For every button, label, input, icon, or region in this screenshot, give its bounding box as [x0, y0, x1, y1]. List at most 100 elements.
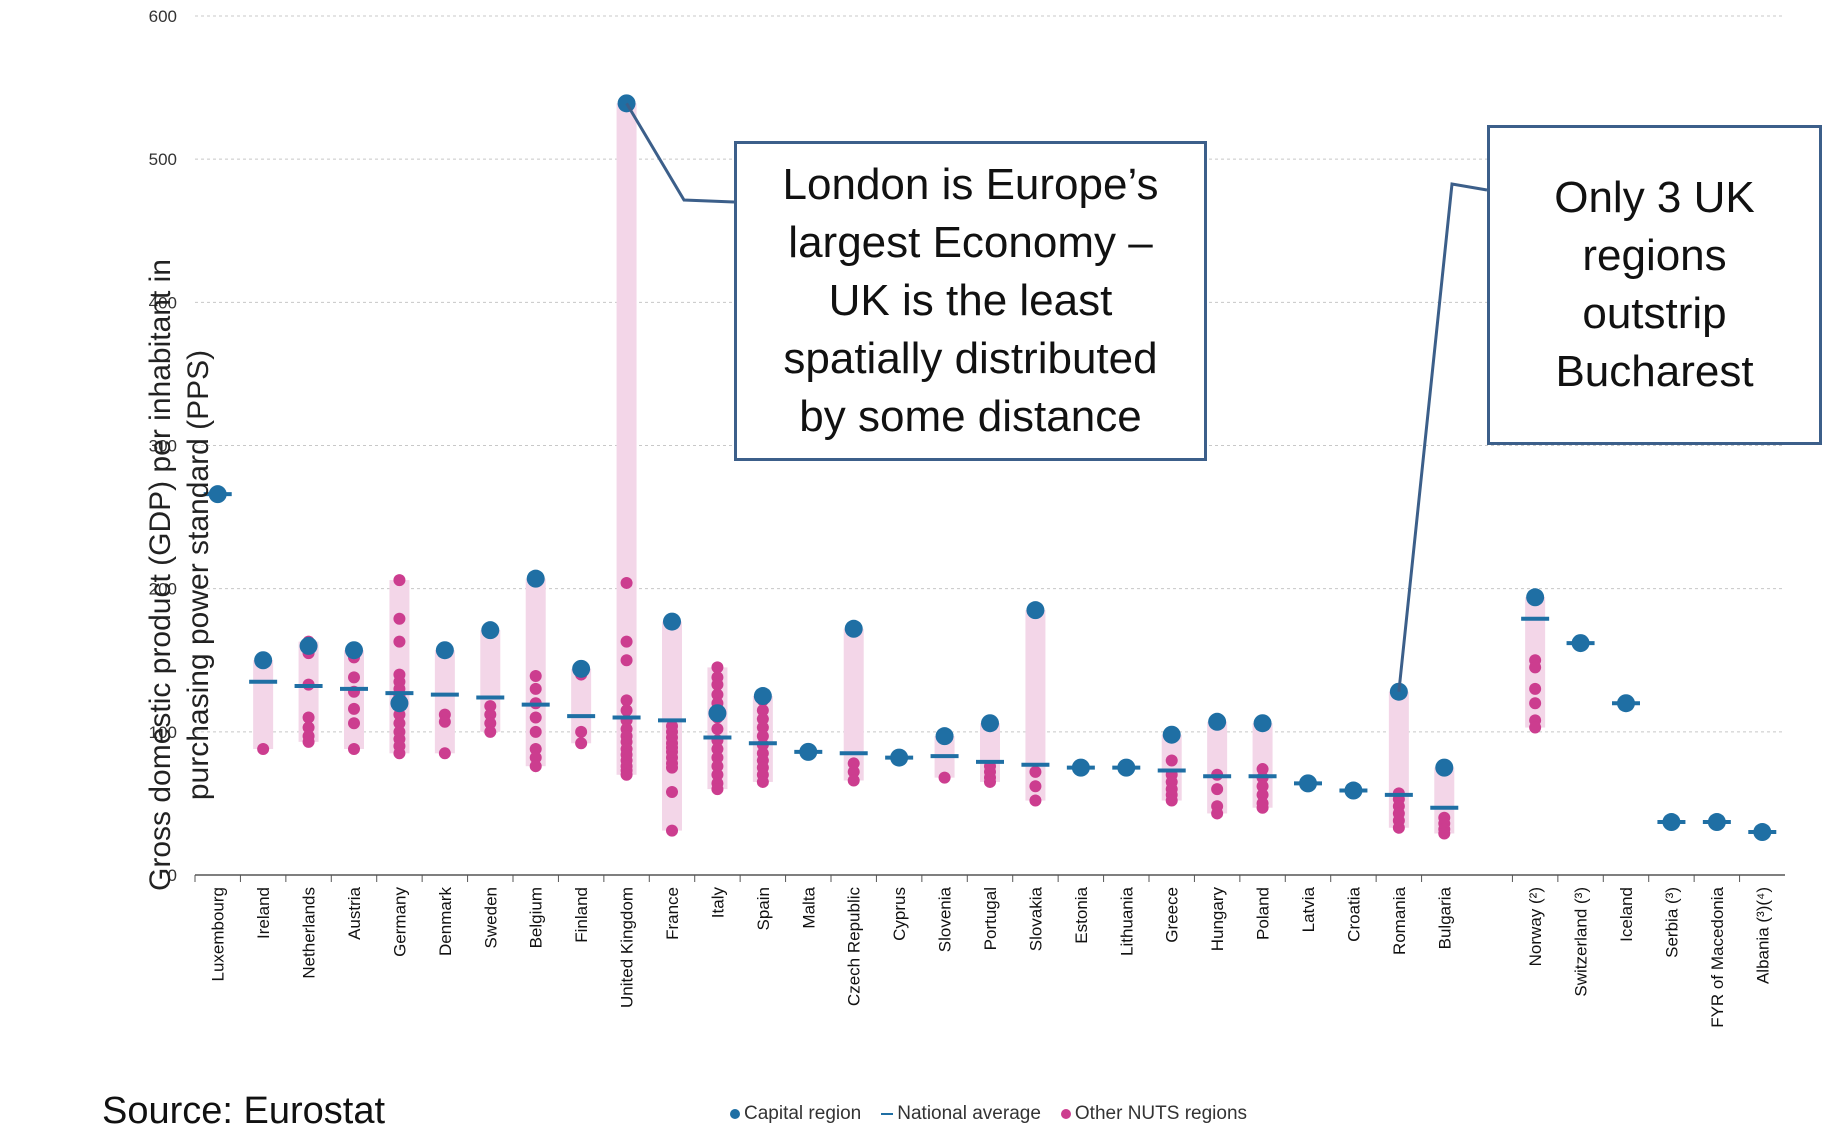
x-tick-label: Slovakia — [1026, 886, 1045, 951]
x-tick-label: France — [663, 887, 682, 940]
other-region-point — [938, 771, 951, 784]
x-tick-label: Czech Republic — [845, 887, 864, 1007]
other-region-point — [1165, 794, 1178, 807]
other-region-point — [666, 785, 678, 798]
y-tick-label: 400 — [149, 293, 177, 312]
y-tick-label: 500 — [149, 150, 177, 169]
y-tick-label: 100 — [149, 723, 177, 742]
y-axis: 0 100 200 300 400 500 600 — [149, 7, 177, 885]
x-tick-label: Ireland — [254, 887, 273, 939]
other-region-point — [711, 661, 724, 674]
other-region-point — [711, 768, 724, 781]
x-tick-label: Albania (³)(⁴) — [1753, 887, 1772, 984]
capital-region-point — [299, 636, 318, 655]
other-region-point — [348, 743, 360, 756]
range-bar — [616, 103, 637, 775]
x-tick-label: Belgium — [527, 887, 546, 948]
other-region-point — [711, 783, 724, 796]
x-tick-label: Bulgaria — [1435, 886, 1454, 949]
other-region-point — [666, 824, 678, 837]
x-tick-label: Serbia (³) — [1662, 887, 1681, 958]
data-marks — [203, 94, 1777, 842]
y-tick-label: 200 — [149, 580, 177, 599]
other-region-point — [984, 775, 996, 788]
x-tick-label: Greece — [1163, 887, 1182, 943]
x-tick-label: Latvia — [1299, 886, 1318, 932]
capital-region-point — [1026, 601, 1045, 620]
legend-item-average: National average — [881, 1103, 1041, 1125]
other-region-point — [1392, 821, 1405, 834]
other-region-point — [756, 721, 769, 734]
other-region-point — [1029, 780, 1042, 793]
other-region-point — [393, 717, 406, 730]
other-region-point — [847, 765, 860, 778]
x-tick-label: Romania — [1390, 886, 1409, 955]
legend-other-marker — [1060, 1109, 1071, 1119]
other-region-point — [1529, 661, 1542, 674]
range-bar — [434, 650, 455, 754]
legend-capital-label: Capital region — [744, 1103, 862, 1124]
other-region-point — [1211, 807, 1224, 820]
capital-region-point — [208, 485, 227, 504]
capital-region-point — [890, 748, 909, 767]
x-tick-label: Spain — [754, 887, 773, 930]
other-region-point — [1029, 794, 1042, 807]
other-region-point — [484, 717, 497, 730]
x-tick-label: Finland — [572, 887, 591, 943]
other-region-point — [393, 574, 406, 587]
other-region-point — [484, 700, 497, 713]
other-region-point — [529, 743, 542, 756]
x-tick-label: Germany — [390, 887, 409, 957]
capital-region-point — [1753, 823, 1772, 842]
capital-region-point — [390, 694, 409, 713]
range-bar — [344, 650, 364, 750]
other-region-point — [348, 671, 360, 684]
range-bar — [253, 660, 274, 750]
other-region-point — [393, 747, 406, 760]
capital-region-point — [1162, 725, 1181, 744]
other-region-point — [620, 694, 633, 707]
x-tick-label: Denmark — [436, 887, 455, 956]
x-tick-label: FYR of Macedonia — [1708, 886, 1727, 1027]
capital-region-point — [435, 641, 454, 660]
other-region-point — [847, 774, 860, 787]
other-region-point — [620, 768, 633, 781]
other-region-point — [1256, 801, 1269, 814]
callout-leaders — [625, 102, 1488, 692]
legend-item-capital: Capital region — [730, 1103, 861, 1125]
other-region-point — [1165, 754, 1178, 767]
other-region-point — [529, 682, 542, 695]
y-tick-label: 0 — [168, 866, 177, 885]
capital-region-point — [1707, 813, 1726, 832]
capital-region-point — [1526, 588, 1545, 607]
other-region-point — [1211, 783, 1224, 796]
other-region-point — [438, 715, 451, 728]
other-region-point — [302, 721, 315, 734]
other-region-point — [620, 576, 633, 589]
capital-region-point — [981, 714, 999, 733]
capital-region-point — [708, 704, 727, 723]
other-region-point — [1529, 682, 1542, 695]
range-bar — [1025, 610, 1046, 801]
other-region-point — [711, 743, 724, 756]
other-region-point — [620, 654, 633, 667]
x-tick-label: Cyprus — [890, 887, 909, 941]
x-tick-label: Austria — [345, 886, 364, 939]
capital-region-point — [1571, 634, 1590, 653]
x-tick-label: United Kingdom — [618, 887, 637, 1008]
other-region-point — [756, 712, 769, 725]
capital-region-point — [1617, 694, 1635, 713]
capital-region-point — [1253, 714, 1272, 733]
other-region-point — [393, 612, 406, 625]
x-tick-label: Portugal — [981, 887, 1000, 950]
other-region-point — [257, 743, 270, 756]
x-tick-label: Iceland — [1617, 887, 1636, 942]
other-region-point — [711, 722, 724, 735]
x-axis: Luxembourg Ireland Netherlands Austria Germa… — [194, 874, 1785, 1028]
legend-capital-marker — [730, 1109, 740, 1119]
other-region-point — [756, 704, 769, 717]
other-region-point — [348, 717, 360, 730]
capital-region-point — [1208, 712, 1227, 731]
capital-region-point — [1299, 774, 1317, 793]
